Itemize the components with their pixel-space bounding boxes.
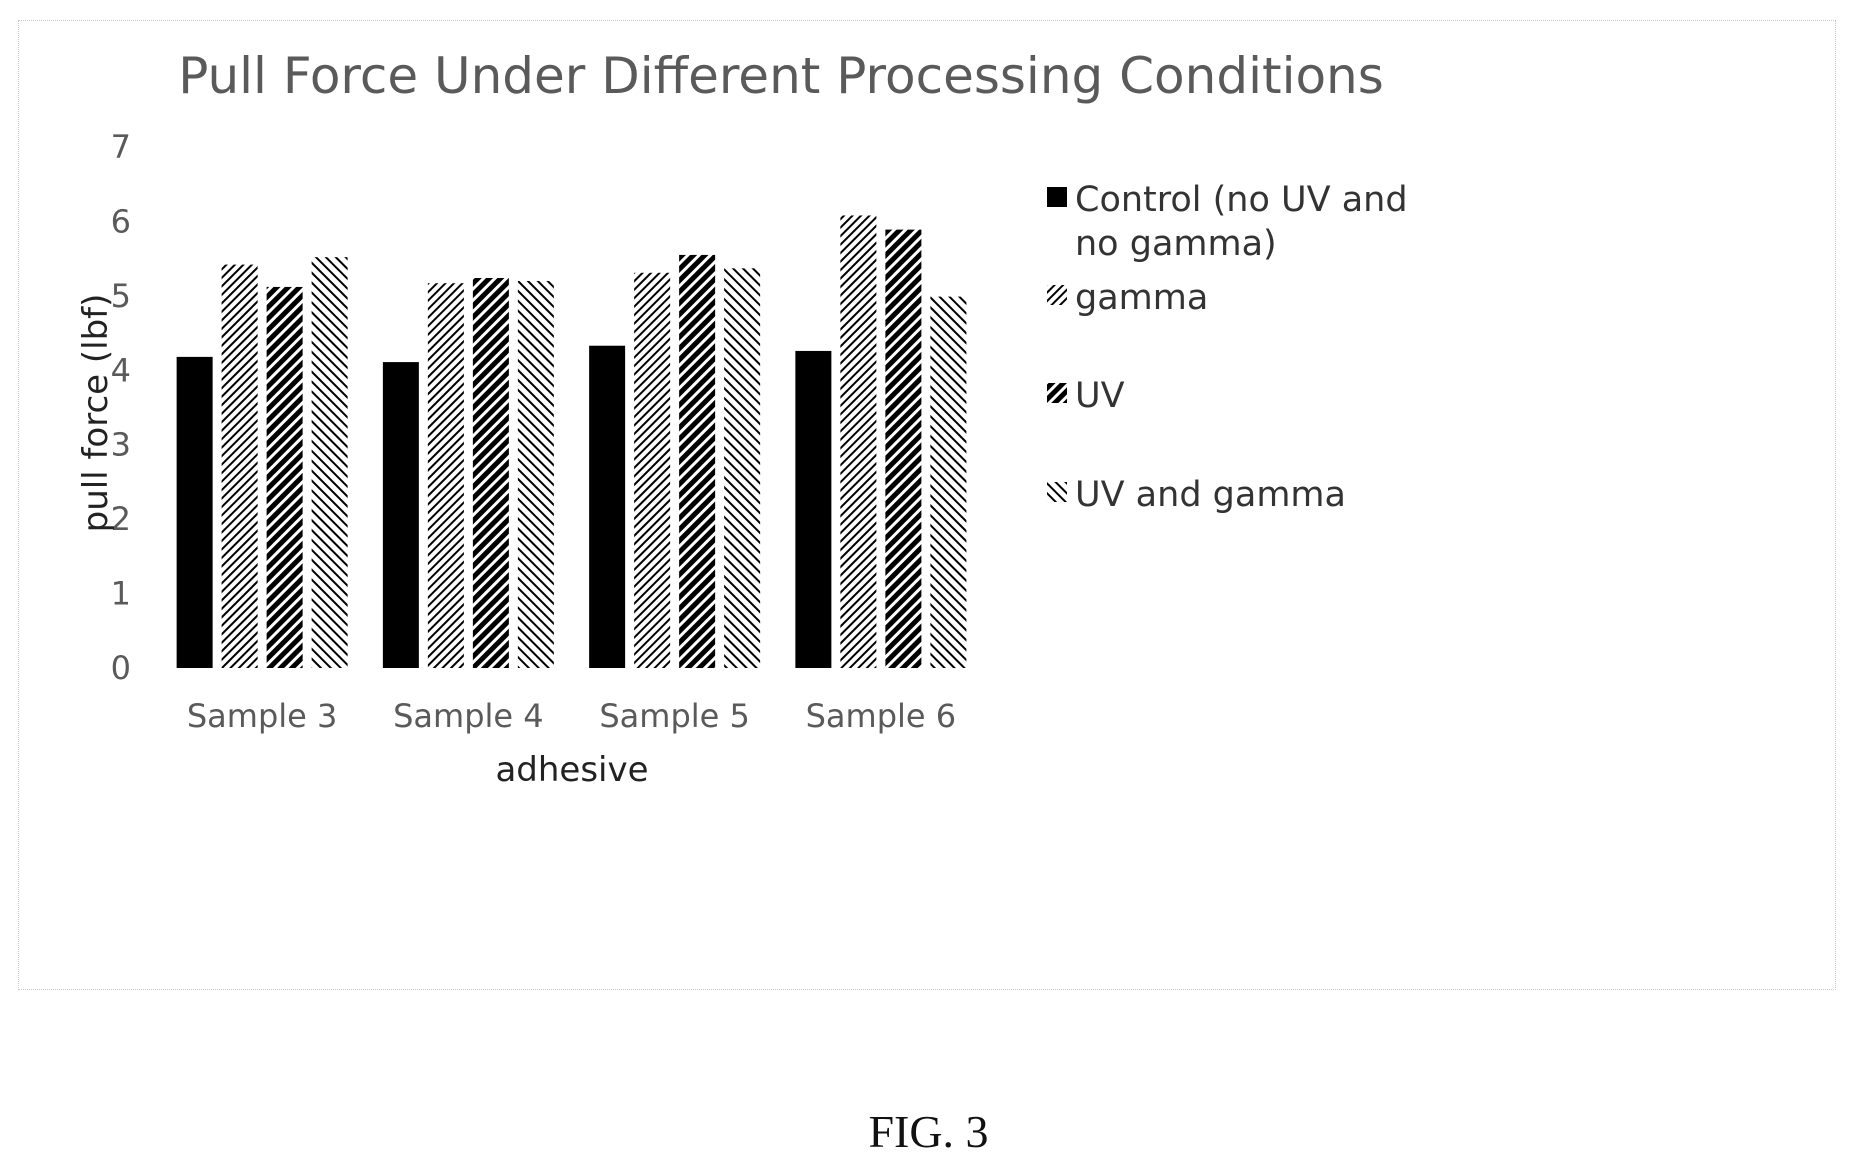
y-tick-label: 5 [111, 277, 131, 315]
legend-swatch [1047, 383, 1067, 403]
bar-fine-diagonal-down-2 [427, 283, 464, 668]
bar-diagonal-up-2 [517, 280, 554, 668]
x-tick-label: Sample 4 [393, 697, 544, 735]
bar-wide-diagonal-down-3 [679, 254, 716, 668]
bar-diagonal-up-4 [930, 296, 967, 668]
y-tick-label: 3 [111, 426, 131, 464]
y-tick-label: 2 [111, 500, 131, 538]
x-axis-label: adhesive [495, 750, 648, 790]
figure-caption: FIG. 3 [868, 1106, 989, 1157]
chart-title: Pull Force Under Different Processing Co… [178, 47, 1384, 105]
bar-fine-diagonal-down-1 [221, 264, 258, 668]
x-tick-label: Sample 5 [599, 697, 750, 735]
legend-label: gamma [1075, 278, 1208, 318]
y-tick-label: 4 [111, 351, 131, 389]
legend-swatch [1047, 285, 1067, 305]
x-tick-label: Sample 6 [806, 697, 957, 735]
legend-swatch [1047, 482, 1067, 502]
legend-label: UV and gamma [1075, 475, 1346, 515]
bar-wide-diagonal-down-1 [266, 286, 303, 668]
bar-wide-diagonal-down-2 [472, 277, 509, 668]
y-tick-label: 7 [111, 128, 131, 166]
y-tick-label: 6 [111, 202, 131, 240]
bar-fine-diagonal-down-4 [840, 215, 877, 668]
bar-wide-diagonal-down-4 [885, 229, 922, 668]
x-axis-ticks: Sample 3 Sample 4 Sample 5 Sample 6 [187, 697, 956, 735]
y-axis-label: pull force (lbf) [76, 294, 116, 533]
bar-solid-4 [795, 350, 832, 668]
bar-fine-diagonal-down-3 [634, 272, 671, 668]
legend-label: no gamma) [1075, 224, 1277, 264]
bars [176, 215, 967, 668]
bar-chart: Pull Force Under Different Processing Co… [76, 47, 1408, 790]
bar-diagonal-up-1 [311, 257, 348, 668]
y-tick-label: 1 [111, 575, 131, 613]
bar-solid-2 [382, 362, 419, 668]
chart-area: Pull Force Under Different Processing Co… [18, 20, 1836, 990]
y-tick-label: 0 [111, 649, 131, 687]
bar-solid-1 [176, 356, 213, 668]
bar-solid-3 [589, 345, 626, 668]
x-tick-label: Sample 3 [187, 697, 338, 735]
bar-diagonal-up-3 [724, 268, 761, 668]
legend-label: UV [1075, 376, 1125, 416]
legend-swatch [1047, 187, 1067, 207]
legend-label: Control (no UV and [1075, 180, 1408, 220]
y-axis-ticks: 0 1 2 3 4 5 6 7 [111, 128, 131, 687]
